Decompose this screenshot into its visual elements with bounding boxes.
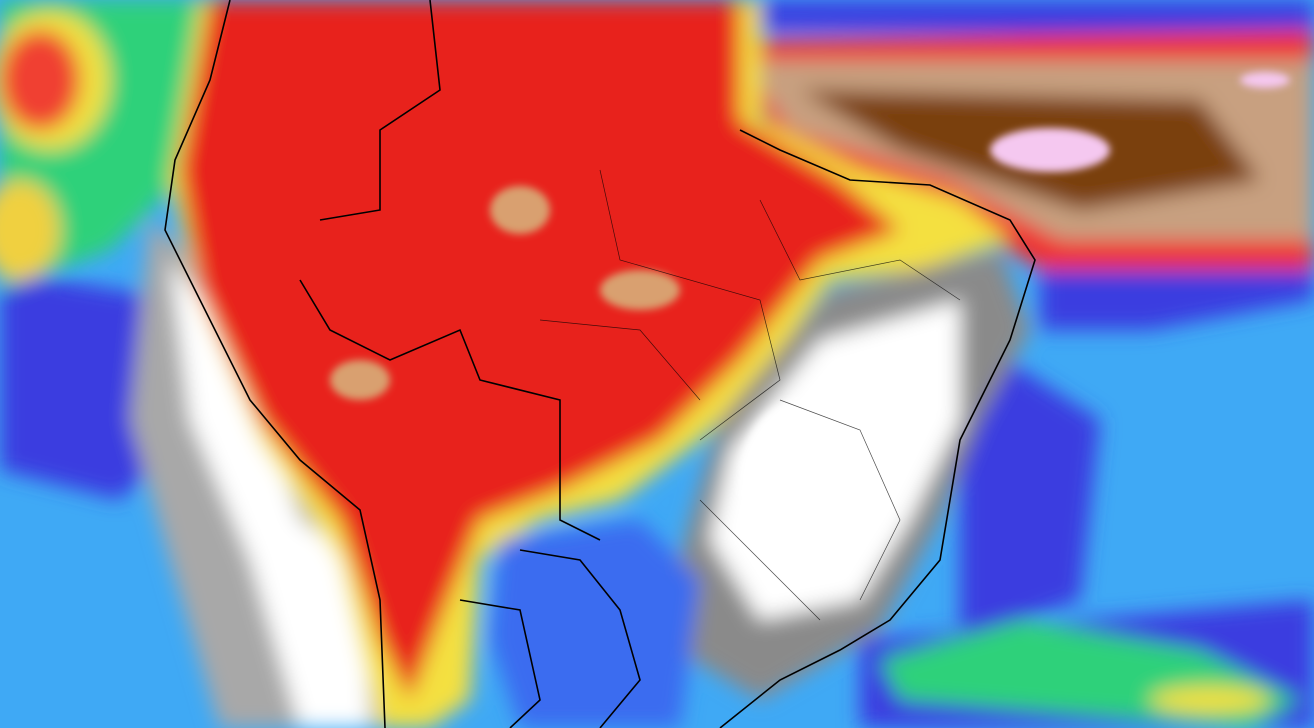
borders	[164, 0, 1036, 728]
detail-fields	[330, 72, 1290, 560]
state-lines	[539, 169, 961, 621]
